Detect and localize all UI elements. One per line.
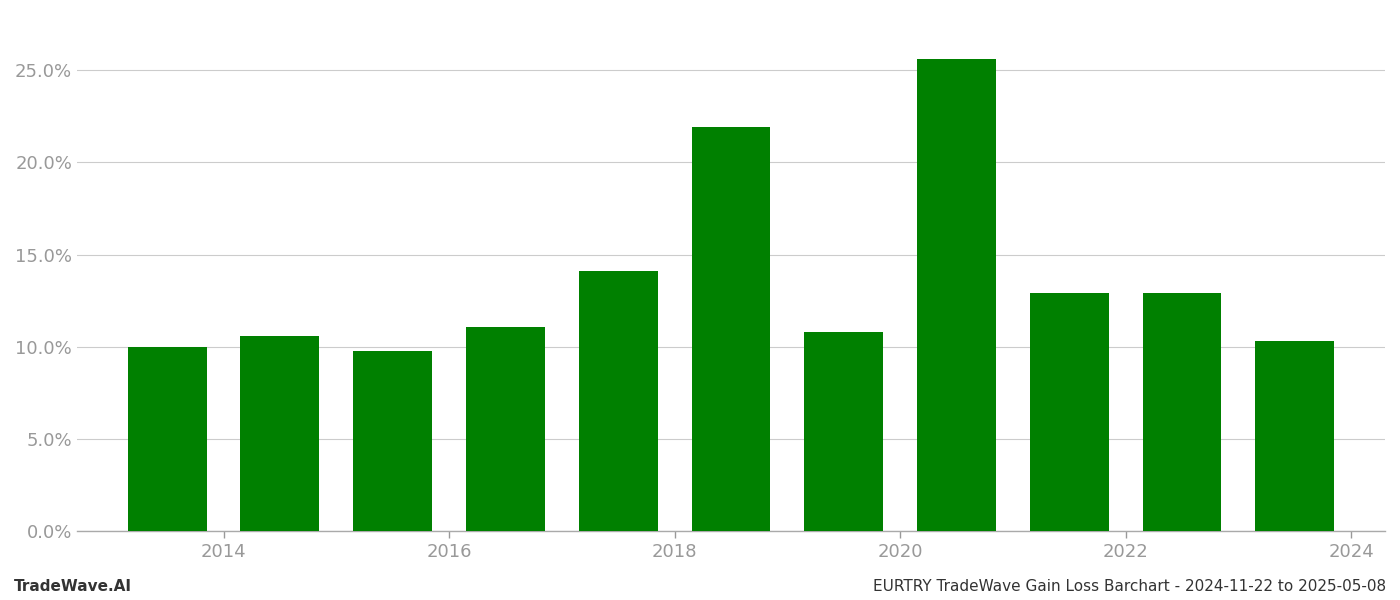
Bar — [578, 271, 658, 531]
Bar — [692, 127, 770, 531]
Bar — [127, 347, 207, 531]
Bar — [1142, 293, 1221, 531]
Bar — [241, 336, 319, 531]
Bar — [353, 350, 433, 531]
Bar — [1030, 293, 1109, 531]
Text: TradeWave.AI: TradeWave.AI — [14, 579, 132, 594]
Bar — [917, 59, 995, 531]
Text: EURTRY TradeWave Gain Loss Barchart - 2024-11-22 to 2025-05-08: EURTRY TradeWave Gain Loss Barchart - 20… — [872, 579, 1386, 594]
Bar — [1256, 341, 1334, 531]
Bar — [466, 326, 545, 531]
Bar — [804, 332, 883, 531]
